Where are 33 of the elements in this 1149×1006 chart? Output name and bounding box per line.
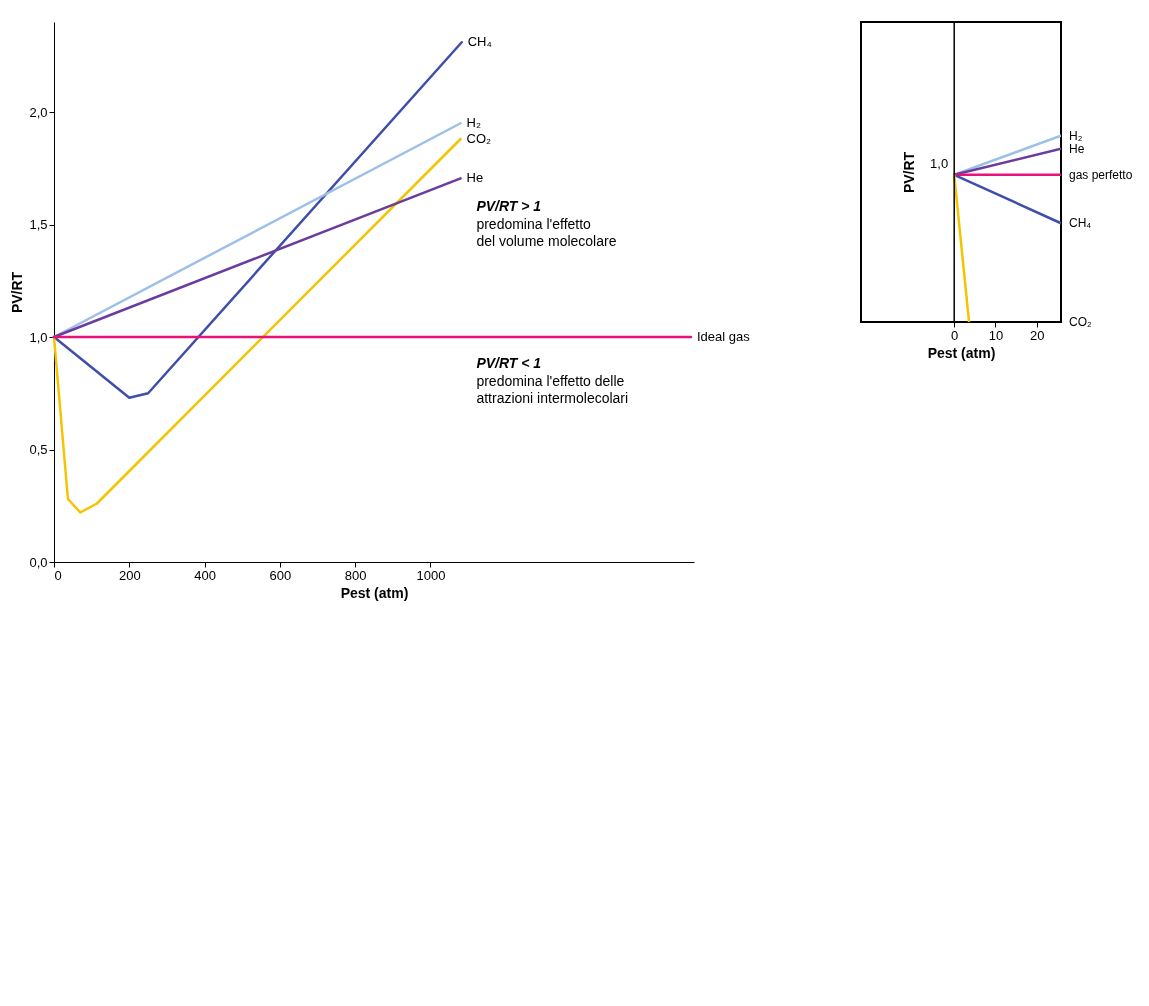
annotation: 1,0: [930, 155, 949, 171]
y-tick-label: 0,5: [29, 442, 48, 457]
x-tick-label: 10: [988, 327, 1004, 343]
series-label: H₂: [1069, 128, 1083, 143]
x-axis-title: Pest (atm): [340, 584, 409, 601]
y-tick-label: 1,0: [29, 329, 48, 345]
x-tick-label: 400: [194, 567, 216, 583]
line-series: [52, 41, 463, 399]
y-tick-label: 0,0: [29, 554, 48, 570]
x-tick-label: 20: [1029, 327, 1045, 343]
y-tick-label: 2,0: [29, 104, 48, 120]
x-tick-label: 200: [118, 567, 141, 583]
series-label: Ideal gas: [696, 329, 751, 344]
x-tick-label: 0: [54, 567, 62, 583]
series-label: CO₂: [466, 131, 492, 146]
y-axis-title: PV/RT: [9, 271, 26, 314]
y-tick-label: 1,5: [29, 217, 48, 232]
annotation: PV/RT > 1 predomina l'effetto del volume molecolare: [476, 198, 617, 250]
series-label: CH₄: [1069, 216, 1092, 231]
series-label: He: [466, 170, 484, 186]
x-tick-label: 800: [344, 567, 367, 583]
x-tick-label: 1000: [416, 567, 446, 583]
series-label: CH₄: [467, 34, 492, 50]
series-label: He: [1069, 141, 1085, 156]
x-tick-label: 600: [269, 567, 292, 583]
x-tick-label: 0: [951, 327, 959, 343]
series-label: gas perfetto: [1069, 167, 1133, 182]
line-series: [52, 137, 462, 514]
y-axis-title: PV/RT: [900, 151, 917, 194]
series-label: H₂: [466, 115, 482, 131]
text: CO₂: [1069, 315, 1092, 329]
x-axis-title: Pest (atm): [927, 344, 996, 361]
annotation: PV/RT < 1 predomina l'effetto delle attrazioni intermolecolari: [476, 354, 629, 406]
